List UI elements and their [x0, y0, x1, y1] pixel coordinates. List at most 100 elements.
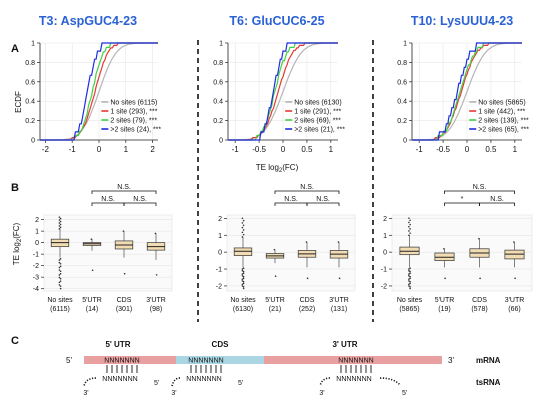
- ecdf-ytick-label: 0.8: [397, 60, 407, 67]
- significance-label: *: [461, 196, 464, 203]
- box-outlier: [409, 270, 411, 273]
- box-outlier: [58, 281, 61, 284]
- ecdf-xtick-label: 1: [513, 145, 518, 154]
- base-pairs-3utr: [340, 365, 372, 373]
- box-outlier: [59, 263, 62, 265]
- box-outlier: [409, 285, 411, 288]
- box-outlier: [242, 219, 245, 222]
- boxplot-ytick-label: -1: [216, 267, 222, 274]
- boxplot-ytick-label: -1: [381, 267, 387, 274]
- box-category-label: 3'UTR: [146, 297, 166, 304]
- boxplot-panel-2: -2 -1 0 1 2 No sites (6130) 5'UTR (21) CDS (252) 3'…: [216, 184, 356, 313]
- ecdf-ylabel: ECDF: [14, 91, 23, 113]
- legend-entry: 2 sites (139), ***: [478, 118, 529, 125]
- box-outlier: [58, 274, 61, 276]
- ecdf-xtick-label: -1: [416, 145, 424, 154]
- box-outlier: [59, 226, 62, 229]
- box-category-label: 5'UTR: [435, 297, 455, 304]
- box-outlier: [408, 225, 410, 228]
- box-outlier: [443, 247, 445, 250]
- significance-bracket: [444, 190, 515, 194]
- region-3utr-label: 3' UTR: [332, 340, 357, 349]
- ecdf-ytick-label: 0.4: [213, 99, 223, 106]
- box-outlier: [338, 277, 341, 280]
- ecdf-ytick-label: 0.6: [213, 79, 223, 86]
- box-outlier: [408, 285, 410, 287]
- box-outlier: [90, 238, 93, 240]
- ecdf-ytick-label: 0.2: [213, 118, 223, 125]
- panel-letter-b: B: [11, 182, 19, 194]
- box-outlier: [241, 222, 244, 224]
- boxplot-ytick-label: 1: [218, 233, 222, 240]
- box-outlier: [58, 266, 61, 269]
- significance-bracket: [479, 202, 515, 206]
- significance-bracket: [274, 202, 308, 206]
- trna-3prime-5utr: 3': [83, 390, 88, 397]
- legend-entry: 2 sites (69), ***: [294, 118, 341, 125]
- boxplot-frame: [43, 214, 173, 292]
- box-outlier: [408, 283, 410, 286]
- box-outlier: [241, 278, 244, 280]
- ecdf-ytick-label: 1: [31, 41, 35, 48]
- ecdf-series-line: [40, 42, 158, 141]
- ecdf-ytick-label: 0.4: [25, 99, 35, 106]
- title-t3: T3: AspGUC4-23: [39, 14, 137, 28]
- box-outlier: [241, 285, 244, 287]
- trna-tail-3utr-left: [319, 377, 331, 387]
- box-outlier: [409, 277, 411, 280]
- boxplot-ytick-label: -2: [381, 283, 387, 290]
- box-outlier: [58, 261, 61, 264]
- significance-label: N.S.: [490, 196, 504, 203]
- box-category-label: 5'UTR: [265, 297, 285, 304]
- box-outlier: [155, 274, 158, 276]
- significance-bracket: [91, 202, 125, 206]
- box-outlier: [478, 237, 480, 240]
- ecdf-ytick-label: 0.6: [397, 79, 407, 86]
- ecdf-ytick-label: 0.6: [25, 79, 35, 86]
- box-outlier: [58, 228, 61, 230]
- box-category-label: CDS: [472, 297, 487, 304]
- trna-3prime-3utr: 3': [319, 390, 324, 397]
- box-outlier: [408, 269, 410, 272]
- trna-tail-3utr-right: [379, 377, 401, 386]
- trna-5prime-3utr: 5': [402, 390, 407, 397]
- significance-label: N.S.: [300, 184, 314, 191]
- box-outlier: [305, 241, 308, 243]
- te-ylabel: TE log2(FC): [12, 222, 23, 265]
- box-outlier: [241, 283, 244, 286]
- box-category-label: No sites: [397, 297, 423, 304]
- box-outlier: [58, 225, 61, 227]
- box-outlier: [59, 287, 62, 290]
- significance-label: N.S.: [284, 196, 298, 203]
- box-category-label: 3'UTR: [329, 297, 349, 304]
- significance-bracket: [306, 202, 340, 206]
- box-category-label: CDS: [300, 297, 315, 304]
- trna-3prime-cds: 3': [171, 390, 176, 397]
- box-outlier: [59, 258, 62, 260]
- box-outlier: [242, 280, 245, 283]
- boxplot-panel-1: -4 -3 -2 -1 0 1 2 No sites (6115) 5'UTR (14) CDS (30…: [33, 184, 173, 313]
- box-outlier: [241, 269, 244, 272]
- box-outlier: [59, 285, 62, 287]
- box-outlier: [408, 278, 410, 280]
- trna-5prime-5utr: 5': [154, 380, 159, 387]
- mrna-label: mRNA: [476, 356, 501, 365]
- ecdf-xtick-label: -0.5: [252, 145, 266, 154]
- ecdf-panel-3: 0 0.2 0.4 0.6 0.8 1 -1 -0.5 0 0.5 1 No sites (5865)…: [397, 41, 529, 155]
- box-outlier: [513, 241, 515, 243]
- box-outlier: [241, 268, 244, 270]
- mrna-3prime: 3': [448, 356, 454, 365]
- box-outlier: [58, 284, 61, 286]
- box-outlier: [59, 272, 62, 275]
- ecdf-ytick-label: 1: [219, 41, 223, 48]
- box-outlier: [337, 241, 340, 243]
- significance-label: N.S.: [473, 184, 487, 191]
- mrna-diagram: 5' 3' 5' UTR CDS 3' UTR mRNA tsRNA NNNNN…: [66, 340, 501, 397]
- boxplot-ytick-label: 0: [383, 250, 387, 257]
- boxplot-ytick-label: -3: [33, 275, 39, 282]
- box-outlier: [123, 272, 126, 275]
- ecdf-ytick-label: 1: [403, 41, 407, 48]
- title-t10: T10: LysUUU4-23: [411, 14, 513, 28]
- ecdf-ytick-label: 0.8: [25, 60, 35, 67]
